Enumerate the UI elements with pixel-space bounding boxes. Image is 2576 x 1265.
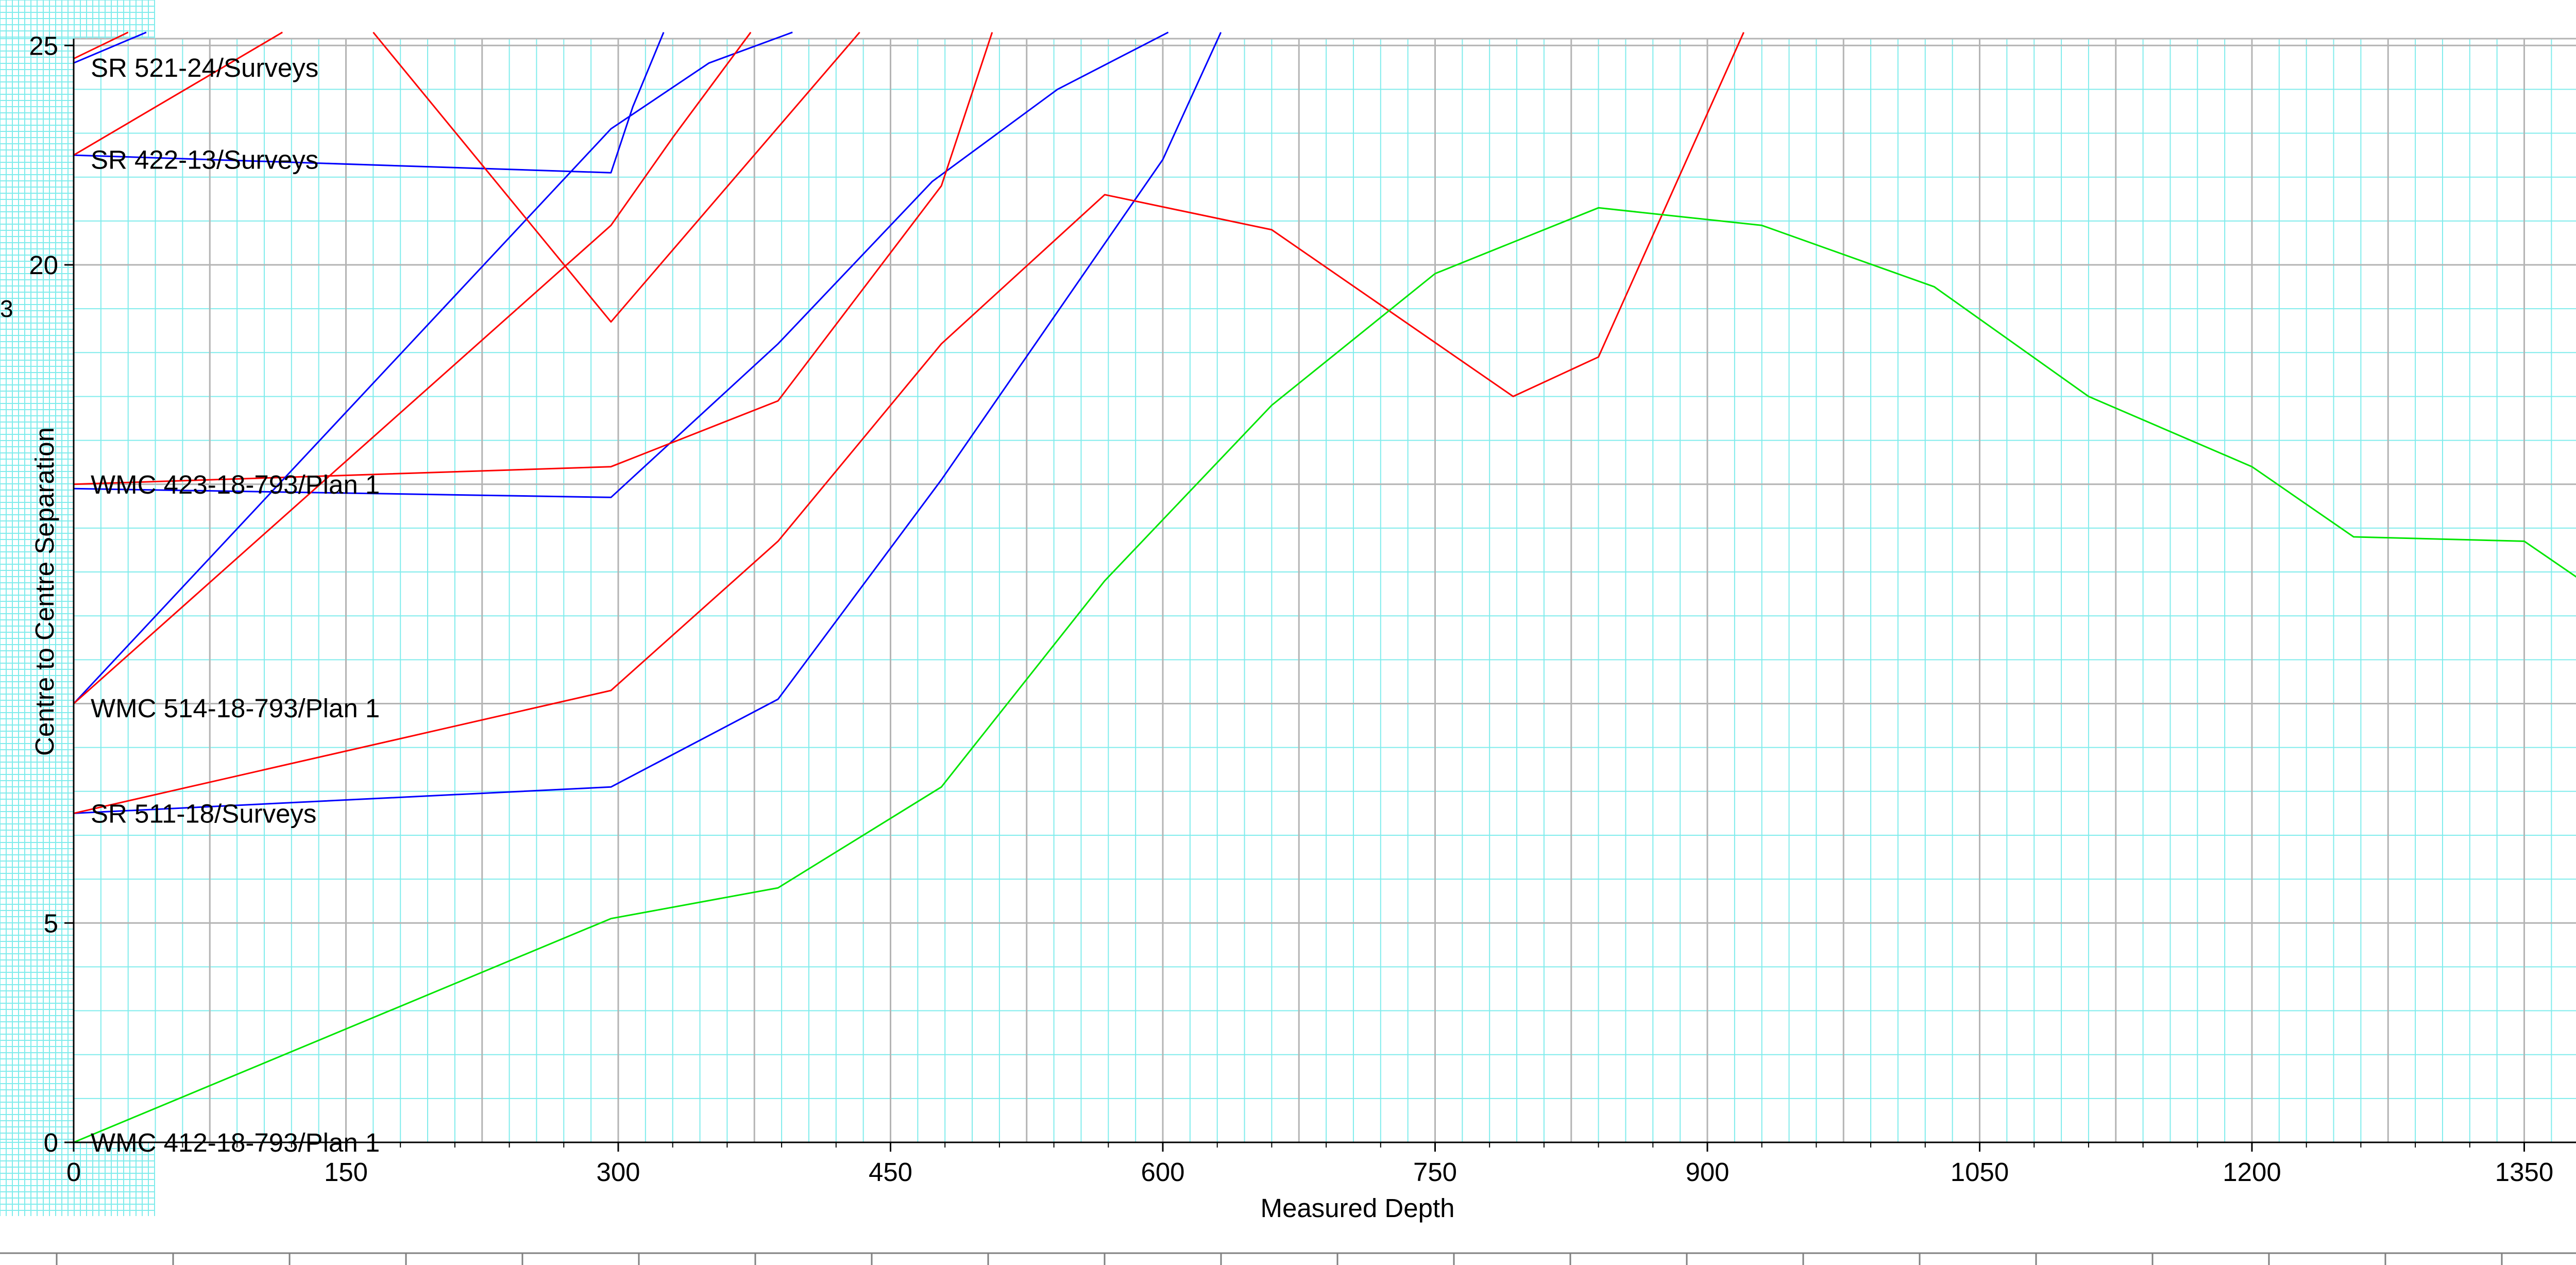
y-tick-label: 0 <box>44 1128 58 1157</box>
x-tick-label: 150 <box>324 1157 368 1187</box>
series-line <box>73 31 283 156</box>
series-line <box>73 32 1222 814</box>
series-lines <box>73 31 2576 1143</box>
series-line <box>73 31 752 704</box>
x-tick-label: 750 <box>1413 1157 1457 1187</box>
y-axis-title: Centre to Centre Separation <box>30 427 59 756</box>
series-line <box>73 32 665 174</box>
series-line <box>73 31 147 64</box>
series-line <box>73 207 2576 1143</box>
series-label: WMC 423-18-793/Plan 1 <box>91 470 380 499</box>
major-grid <box>73 38 2576 1143</box>
series-line <box>372 31 860 323</box>
axes <box>64 39 2576 1152</box>
series-labels: SR 521-24/Surveys SR 422-13/Surveys WMC 42… <box>91 53 380 1157</box>
stray-label: 3 <box>0 295 13 322</box>
series-line <box>73 31 129 60</box>
y-tick-label: 25 <box>29 31 58 60</box>
series-line <box>73 32 993 485</box>
series-label: WMC 514-18-793/Plan 1 <box>91 694 380 723</box>
series-label: SR 422-13/Surveys <box>91 145 318 175</box>
x-tick-label: 450 <box>869 1157 912 1187</box>
x-tick-label: 300 <box>596 1157 640 1187</box>
series-line <box>73 31 1169 498</box>
series-label: SR 521-24/Surveys <box>91 53 318 82</box>
y-tick-label: 5 <box>44 908 58 938</box>
corner-hatch <box>0 0 155 1216</box>
series-label: WMC 412-18-793/Plan 1 <box>91 1128 380 1157</box>
x-tick-label: 0 <box>66 1157 81 1187</box>
minor-grid <box>73 39 2576 1143</box>
x-tick-label: 600 <box>1141 1157 1184 1187</box>
x-tick-label: 900 <box>1685 1157 1729 1187</box>
x-tick-label: 1200 <box>2223 1157 2281 1187</box>
series-label: SR 511-18/Surveys <box>91 799 316 828</box>
bottom-ruler <box>0 1252 2576 1265</box>
series-line <box>73 31 793 704</box>
x-tick-label: 1050 <box>1951 1157 2009 1187</box>
tick-labels: 0 150 300 450 600 750 900 1050 1200 1350 0 5 20 25 <box>29 31 2553 1187</box>
x-axis-title: Measured Depth <box>1260 1193 1454 1223</box>
y-tick-label: 20 <box>29 250 58 280</box>
series-line <box>73 32 1744 814</box>
x-tick-label: 1350 <box>2495 1157 2553 1187</box>
